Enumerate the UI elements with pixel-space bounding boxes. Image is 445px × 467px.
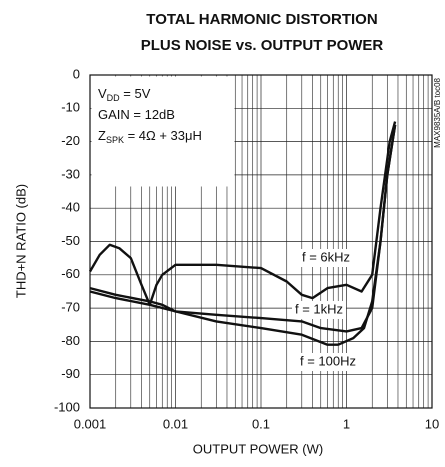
condition-box [91, 76, 235, 187]
chart-title: TOTAL HARMONIC DISTORTION [146, 11, 377, 28]
condition-text: GAIN = 12dB [98, 107, 175, 122]
condition-text: = 5V [120, 86, 151, 101]
series-line [88, 121, 397, 306]
condition-text: Z [98, 128, 106, 143]
legend-bg [297, 353, 360, 371]
y-tick-label: -70 [61, 300, 80, 315]
side-note: MAX9835A/B toc08 [433, 77, 442, 147]
y-tick-label: -60 [61, 266, 80, 281]
condition: VDD = 5V [98, 86, 151, 103]
condition: ZSPK = 4Ω + 33μH [98, 128, 202, 145]
legend-label: f = 1kHz [295, 301, 343, 316]
plot-frame [89, 74, 433, 409]
legend-bg [292, 301, 347, 319]
y-tick-label: -10 [61, 100, 80, 115]
condition-sub: SPK [106, 135, 124, 145]
condition: GAIN = 12dB [98, 107, 175, 122]
y-tick-label: -30 [61, 166, 80, 181]
x-axis-label: OUTPUT POWER (W) [193, 441, 323, 456]
y-tick-label: -80 [61, 333, 80, 348]
y-tick-label: -20 [61, 133, 80, 148]
condition-text: V [98, 86, 107, 101]
condition-sub: DD [107, 93, 120, 103]
x-tick-label: 0.1 [252, 416, 270, 431]
legend-label: f = 100Hz [300, 353, 356, 368]
y-axis-label: THD+N RATIO (dB) [13, 184, 28, 298]
chart-title: PLUS NOISE vs. OUTPUT POWER [141, 37, 384, 54]
y-tick-label: 0 [73, 66, 80, 81]
x-tick-label: 10 [425, 416, 439, 431]
y-tick-label: -100 [54, 399, 80, 414]
x-tick-label: 1 [343, 416, 350, 431]
legend-label: f = 6kHz [302, 249, 350, 264]
y-tick-label: -90 [61, 366, 80, 381]
legend-bg [299, 249, 354, 267]
x-tick-label: 0.001 [74, 416, 107, 431]
condition-text: = 4Ω + 33μH [124, 128, 202, 143]
x-tick-label: 0.01 [163, 416, 188, 431]
y-tick-label: -40 [61, 200, 80, 215]
y-tick-label: -50 [61, 233, 80, 248]
series-line [89, 124, 397, 346]
